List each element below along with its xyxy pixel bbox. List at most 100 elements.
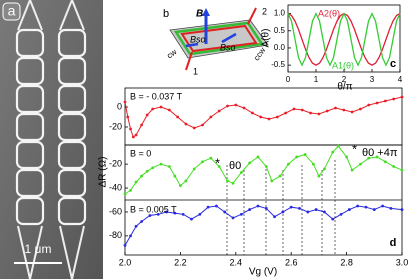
data-point: [176, 115, 180, 119]
data-point: [273, 215, 276, 219]
y-tick-label: 1.0: [274, 9, 286, 18]
ring: [15, 168, 45, 198]
data-point: [281, 210, 285, 214]
panel-b: b B Bso Bso cw ccw 1 2: [163, 6, 269, 76]
data-point: [184, 179, 188, 183]
x-tick-label: 2.2: [174, 257, 187, 267]
ring: [15, 28, 45, 58]
data-point: [226, 179, 229, 183]
label-box: [2, 2, 21, 21]
data-point: [151, 107, 155, 111]
data-point: [192, 167, 196, 171]
data-point: [267, 117, 271, 121]
data-point: [356, 204, 360, 208]
y-tick-label: -60: [109, 206, 122, 216]
ring: [57, 56, 87, 86]
x-axis-label: θ/π: [337, 82, 352, 93]
data-point: [173, 174, 177, 178]
x-tick-label: 0: [286, 75, 291, 84]
data-point: [145, 113, 149, 117]
data-point: [375, 155, 379, 159]
data-point: [334, 106, 337, 110]
panel-label: c: [390, 58, 396, 70]
data-point: [206, 205, 210, 209]
data-point: [317, 174, 321, 178]
data-point: [389, 206, 393, 210]
x-tick-label: 4: [398, 75, 403, 84]
scale-label: 1 μm: [25, 242, 52, 256]
y-tick-label: 0.0: [274, 43, 286, 52]
data-point: [323, 210, 326, 214]
annotation: *: [215, 155, 220, 170]
x-tick-label: 2.4: [230, 257, 243, 267]
series-label: B = - 0.037 T: [130, 91, 183, 101]
data-point: [298, 206, 301, 210]
data-point: [367, 103, 371, 107]
data-point: [201, 160, 204, 164]
panel-label: d: [390, 237, 397, 249]
data-point: [231, 216, 235, 220]
data-point: [217, 109, 221, 113]
data-point: [317, 112, 321, 116]
data-point: [134, 180, 138, 184]
data-point: [400, 208, 404, 211]
y-axis-label: A(θ): [261, 29, 272, 48]
data-point: [275, 115, 279, 119]
data-point: [300, 108, 304, 112]
data-point: [336, 144, 340, 148]
field-label: B: [196, 9, 203, 20]
y-tick-label: -0.5: [271, 60, 285, 69]
data-point: [134, 133, 138, 137]
data-point: [381, 204, 385, 208]
data-point: [148, 214, 152, 217]
data-point: [184, 122, 188, 126]
data-point: [359, 162, 362, 166]
ring: [57, 28, 87, 58]
so-arrow: [221, 32, 237, 44]
data-point: [181, 212, 185, 216]
data-point: [190, 217, 193, 221]
data-point: [234, 103, 238, 107]
data-point: [306, 210, 310, 214]
data-point: [256, 155, 260, 159]
sem-image: [0, 0, 103, 279]
data-point: [345, 155, 348, 159]
data-point: [123, 192, 127, 196]
y-tick-label: 0: [117, 101, 122, 111]
lead: [29, 0, 43, 31]
data-point: [259, 115, 263, 119]
data-point: [165, 210, 168, 214]
data-point: [192, 126, 196, 130]
ring: [57, 112, 87, 142]
data-point: [278, 174, 282, 178]
so-arrow: [185, 42, 199, 48]
data-point: [167, 165, 171, 168]
data-point: [209, 156, 213, 160]
data-point: [264, 206, 268, 210]
series-label: A2(θ): [318, 8, 340, 18]
ring: [15, 140, 45, 170]
data-point: [331, 217, 335, 221]
panel-label: a: [8, 3, 16, 19]
x-tick-label: 2.6: [285, 257, 298, 267]
lead-label: 1: [193, 66, 198, 76]
data-point: [226, 104, 229, 108]
data-point: [367, 156, 371, 160]
data-point: [400, 95, 404, 99]
data-point: [140, 123, 144, 127]
data-point: [350, 168, 354, 172]
data-point: [292, 107, 296, 111]
data-point: [159, 105, 163, 109]
data-point: [223, 210, 227, 214]
data-point: [309, 111, 312, 115]
data-point: [140, 220, 144, 223]
ring: [15, 196, 45, 226]
x-tick-label: 2.8: [340, 257, 353, 267]
series-line: [124, 96, 403, 138]
x-tick-label: 2.0: [119, 257, 132, 267]
data-point: [248, 208, 252, 211]
lead: [71, 225, 85, 279]
data-point: [325, 109, 329, 113]
